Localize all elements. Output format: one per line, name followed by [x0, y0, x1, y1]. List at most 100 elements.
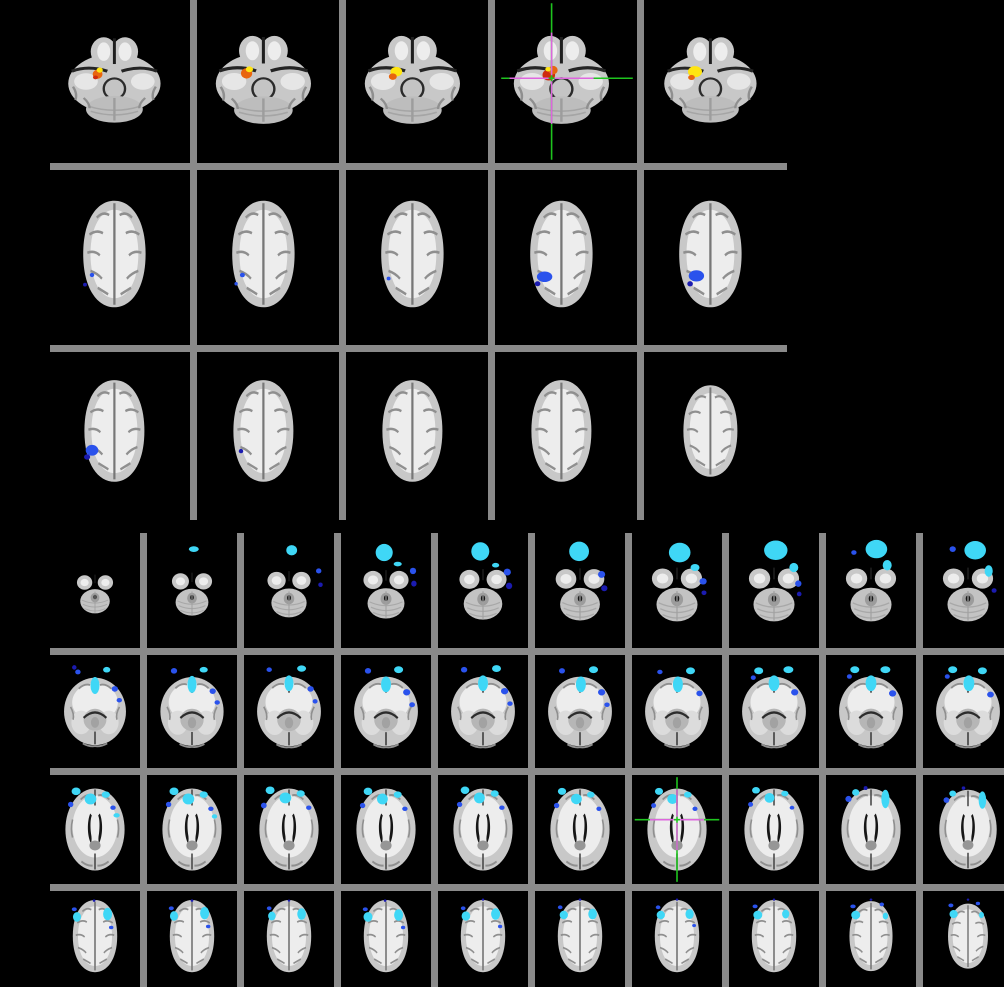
brain-slice-r2c4[interactable] — [341, 655, 431, 768]
brain-slice-r2c1[interactable] — [50, 655, 140, 768]
grid-divider-vertical — [625, 533, 632, 987]
brain-slice-r1c8[interactable] — [729, 533, 819, 648]
activation-blob — [383, 899, 387, 902]
brain-slice-r2c9[interactable] — [826, 655, 916, 768]
brain-anatomy — [651, 567, 703, 622]
brain-slice-r1c1[interactable] — [50, 533, 140, 648]
brain-slice-r4c3[interactable] — [244, 891, 334, 987]
brain-anatomy — [513, 35, 609, 124]
brain-slice-r3c4[interactable] — [341, 775, 431, 884]
brain-slice-r1c2[interactable] — [199, 0, 339, 163]
brain-slice-r4c1[interactable] — [50, 891, 140, 987]
brain-slice-r3c1[interactable] — [50, 775, 140, 884]
activation-blob — [111, 686, 118, 692]
activation-blob — [692, 806, 698, 811]
brain-slice-r3c2[interactable] — [147, 775, 237, 884]
activation-blob — [604, 702, 610, 707]
brain-slice-r2c5[interactable] — [438, 655, 528, 768]
brain-slice-r1c3[interactable] — [348, 0, 488, 163]
brain-slice-r4c9[interactable] — [826, 891, 916, 987]
activation-blob — [748, 802, 754, 807]
brain-slice-r2c1[interactable] — [50, 170, 190, 345]
activation-blob — [656, 910, 665, 920]
brain-slice-r2c3[interactable] — [244, 655, 334, 768]
grid-divider-horizontal — [50, 163, 787, 170]
brain-anatomy — [232, 200, 295, 308]
brain-slice-r4c7[interactable] — [632, 891, 722, 987]
brain-slice-r4c6[interactable] — [535, 891, 625, 987]
activation-blob — [569, 541, 589, 562]
brain-slice-r1c5[interactable] — [646, 0, 786, 163]
brain-slice-r3c4[interactable] — [497, 352, 637, 520]
brain-slice-r1c5[interactable] — [438, 533, 528, 648]
brain-slice-r2c10[interactable] — [923, 655, 1004, 768]
activation-blob — [764, 540, 788, 561]
activation-blob — [863, 786, 868, 791]
activation-blob — [84, 454, 91, 460]
brain-slice-r2c2[interactable] — [147, 655, 237, 768]
brain-slice-r2c4[interactable] — [497, 170, 637, 345]
brain-slice-r4c8[interactable] — [729, 891, 819, 987]
brain-slice-r1c10[interactable] — [923, 533, 1004, 648]
activation-blob — [199, 791, 208, 798]
brain-slice-r3c8[interactable] — [729, 775, 819, 884]
brain-slice-r3c10[interactable] — [923, 775, 1004, 884]
grid-divider-vertical — [819, 533, 826, 987]
brain-slice-r4c5[interactable] — [438, 891, 528, 987]
brain-slice-r3c3[interactable] — [348, 352, 488, 520]
brain-slice-r1c9[interactable] — [826, 533, 916, 648]
activation-blob — [672, 676, 683, 693]
activation-blob — [296, 790, 305, 797]
brain-anatomy — [64, 677, 126, 748]
brain-anatomy — [459, 569, 507, 620]
activation-blob — [103, 907, 113, 921]
brain-slice-r2c5[interactable] — [646, 170, 786, 345]
brain-anatomy — [557, 900, 603, 973]
activation-blob — [692, 924, 697, 928]
brain-slice-r3c6[interactable] — [535, 775, 625, 884]
brain-slice-r4c2[interactable] — [147, 891, 237, 987]
activation-blob — [402, 806, 408, 811]
brain-slice-r3c5[interactable] — [438, 775, 528, 884]
brain-slice-r1c4[interactable] — [497, 0, 637, 163]
brain-anatomy — [683, 385, 738, 477]
activation-blob — [845, 795, 852, 803]
activation-blob — [110, 805, 116, 810]
brain-slice-r3c3[interactable] — [244, 775, 334, 884]
brain-slice-r1c2[interactable] — [147, 533, 237, 648]
activation-blob — [943, 797, 950, 803]
activation-blob — [949, 790, 957, 797]
brain-slice-r1c3[interactable] — [244, 533, 334, 648]
brain-slice-r3c2[interactable] — [199, 352, 339, 520]
activation-blob — [306, 805, 312, 810]
brain-slice-r1c6[interactable] — [535, 533, 625, 648]
activation-blob — [507, 701, 513, 706]
brain-slice-r2c6[interactable] — [535, 655, 625, 768]
brain-slice-r1c7[interactable] — [632, 533, 722, 648]
brain-anatomy — [679, 200, 742, 308]
activation-blob — [850, 666, 860, 674]
brain-slice-r2c3[interactable] — [348, 170, 488, 345]
activation-blob — [655, 905, 661, 910]
activation-blob — [188, 546, 199, 552]
brain-slice-r3c1[interactable] — [50, 352, 190, 520]
activation-blob — [492, 562, 500, 568]
brain-slice-r2c7[interactable] — [632, 655, 722, 768]
brain-anatomy — [381, 200, 444, 308]
brain-slice-r2c2[interactable] — [199, 170, 339, 345]
brain-slice-r4c10[interactable] — [923, 891, 1004, 987]
brain-slice-r2c8[interactable] — [729, 655, 819, 768]
activation-blob — [559, 910, 568, 920]
brain-slice-r1c4[interactable] — [341, 533, 431, 648]
activation-blob — [312, 699, 318, 704]
brain-slice-r3c9[interactable] — [826, 775, 916, 884]
brain-anatomy — [645, 676, 709, 749]
brain-slice-r1c1[interactable] — [50, 0, 190, 163]
activation-blob — [72, 912, 82, 922]
brain-slice-r3c5[interactable] — [646, 352, 786, 520]
brain-slice-r4c4[interactable] — [341, 891, 431, 987]
activation-blob — [169, 787, 179, 796]
activation-blob — [265, 786, 275, 795]
brain-slice-r3c7[interactable] — [632, 775, 722, 884]
